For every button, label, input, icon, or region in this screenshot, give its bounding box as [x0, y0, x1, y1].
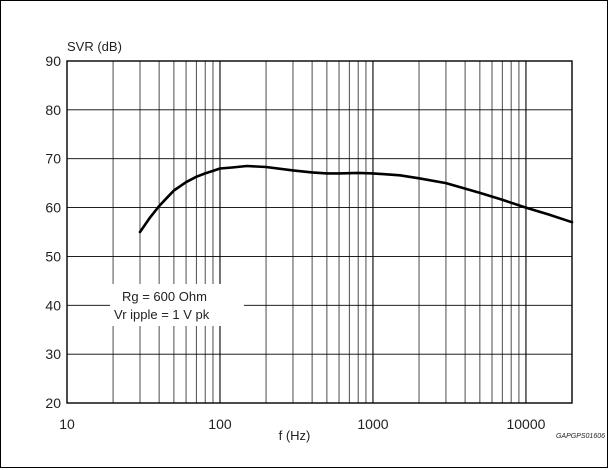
x-tick-label: 10000: [506, 416, 545, 432]
y-tick-label: 80: [45, 102, 61, 118]
annotation-line-2: Vr ipple = 1 V pk: [114, 307, 210, 322]
tick-labels: 20 30 40 50 60 70 80 90 10 100 1000 10000: [45, 53, 545, 432]
annotation-line-1: Rg = 600 Ohm: [122, 289, 207, 304]
grid: [67, 61, 572, 403]
series-line: [138, 164, 574, 234]
series-group: [138, 164, 574, 234]
x-axis-label: f (Hz): [279, 428, 311, 443]
y-tick-label: 90: [45, 53, 61, 69]
y-tick-label: 20: [45, 395, 61, 411]
y-tick-label: 40: [45, 297, 61, 313]
figure-code: GAPGPS01606: [556, 433, 605, 440]
x-tick-label: 10: [59, 416, 75, 432]
y-axis-label: SVR (dB): [67, 39, 122, 54]
annotation-box: Rg = 600 Ohm Vr ipple = 1 V pk: [110, 284, 244, 326]
x-tick-label: 100: [208, 416, 232, 432]
x-tick-label: 1000: [357, 416, 388, 432]
y-tick-label: 50: [45, 248, 61, 264]
annotation-background: [110, 284, 244, 326]
y-tick-label: 60: [45, 200, 61, 216]
plot-border: [66, 60, 573, 404]
y-tick-label: 70: [45, 151, 61, 167]
y-tick-label: 30: [45, 346, 61, 362]
